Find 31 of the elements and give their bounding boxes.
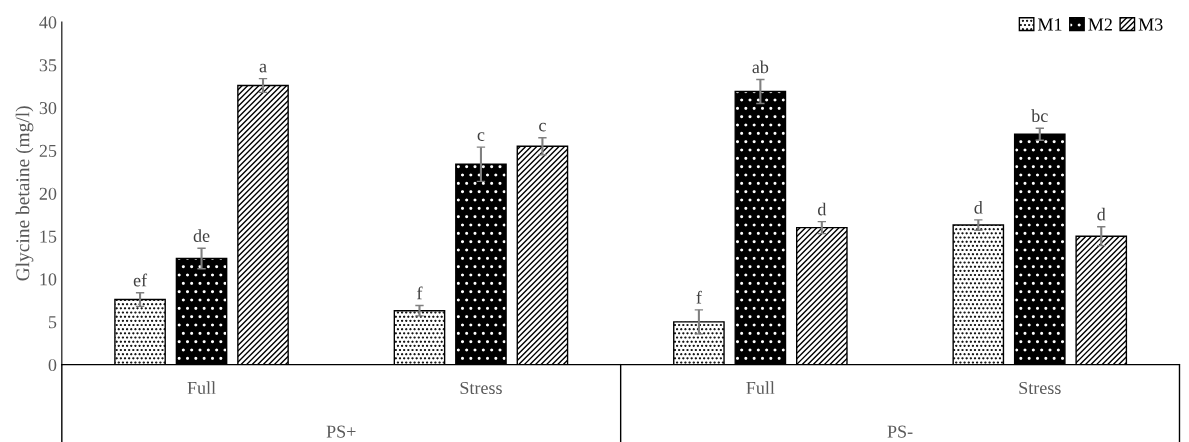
y-tick-label: 15 [40, 230, 57, 243]
y-axis-title: Glycine betaine (mg/l) [15, 106, 34, 281]
data-label: d [974, 200, 983, 214]
data-label: c [477, 132, 485, 141]
data-label: d [1097, 207, 1106, 221]
data-label: de [193, 229, 210, 242]
data-label: ab [752, 60, 769, 74]
data-label: c [539, 122, 546, 132]
y-tick-label: 30 [39, 102, 57, 115]
data-label: f [417, 286, 423, 300]
data-label: a [259, 63, 267, 73]
legend-label: M2 [1088, 18, 1112, 31]
y-tick-label: 10 [40, 273, 57, 286]
data-label: f [696, 290, 702, 304]
x-tick-label: Stress [1019, 381, 1061, 395]
y-tick-label: 25 [39, 144, 57, 157]
y-tick-label: 20 [39, 187, 57, 200]
text: PS+ [326, 425, 356, 438]
y-tick-label: 40 [39, 16, 57, 29]
y-tick-label: 5 [48, 316, 57, 329]
data-label: bc [1031, 109, 1048, 123]
x-tick-label: Full [746, 381, 775, 395]
text: PS- [887, 425, 913, 438]
legend-label: M1 [1037, 18, 1062, 31]
data-label: ef [133, 273, 148, 287]
x-tick-label: Stress [460, 381, 502, 395]
x-tick-label: Full [187, 381, 216, 395]
y-tick-label: 35 [39, 59, 57, 72]
y-tick-label: 0 [48, 358, 57, 372]
legend-label: M3 [1138, 18, 1163, 31]
data-label: d [817, 202, 827, 216]
